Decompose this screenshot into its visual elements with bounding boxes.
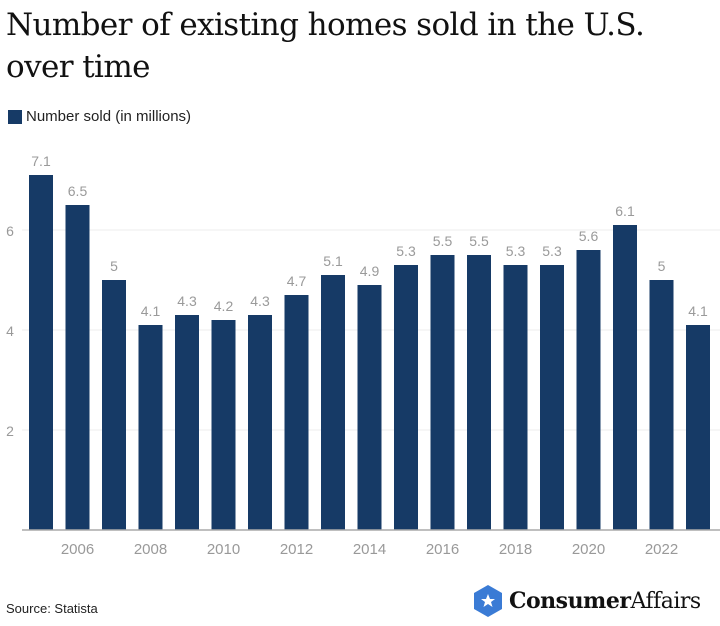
data-label: 5.6 — [579, 228, 599, 244]
bar-2021 — [613, 225, 637, 530]
legend: Number sold (in millions) — [8, 108, 191, 125]
bar-2008 — [138, 325, 163, 530]
data-label: 4.3 — [250, 293, 270, 309]
brand-name: ConsumerAffairs — [509, 588, 701, 614]
x-tick-label: 2016 — [426, 541, 459, 558]
data-label: 4.9 — [360, 263, 380, 279]
bar-2020 — [576, 250, 601, 530]
data-label: 4.3 — [177, 293, 197, 309]
x-tick-label: 2020 — [572, 541, 605, 558]
chart-title: Number of existing homes sold in the U.S… — [6, 7, 645, 85]
bar-2014 — [357, 285, 382, 530]
bar-2005 — [29, 175, 53, 530]
data-label: 7.1 — [31, 153, 51, 169]
x-tick-label: 2014 — [353, 541, 386, 558]
y-tick-label: 4 — [6, 323, 14, 339]
legend-label: Number sold (in millions) — [26, 108, 192, 125]
bar-2022 — [649, 280, 674, 530]
data-label: 4.2 — [214, 298, 234, 314]
bar-2018 — [503, 265, 528, 530]
bar-2006 — [65, 205, 90, 530]
bar-2023 — [686, 325, 710, 530]
x-tick-label: 2012 — [280, 541, 313, 558]
bar-2012 — [284, 295, 309, 530]
bar-2013 — [321, 275, 345, 530]
bar-2009 — [175, 315, 199, 530]
y-tick-label: 2 — [6, 423, 14, 439]
bar-2011 — [248, 315, 272, 530]
data-label: 5 — [110, 258, 118, 274]
data-label: 5.5 — [469, 233, 489, 249]
x-tick-label: 2006 — [61, 541, 94, 558]
bar-chart: 2 4 6 7.1 6.5 2006 5 4.1 2008 4.3 4.2 2010 4.3 4.7 201… — [6, 153, 720, 558]
x-tick-label: 2010 — [207, 541, 240, 558]
shield-star-icon — [474, 585, 502, 617]
x-tick-label: 2018 — [499, 541, 532, 558]
x-tick-label: 2008 — [134, 541, 167, 558]
data-label: 5.3 — [506, 243, 526, 259]
y-tick-label: 6 — [6, 223, 14, 239]
data-label: 4.1 — [688, 303, 708, 319]
bar-2016 — [430, 255, 455, 530]
bar-2007 — [102, 280, 126, 530]
consumeraffairs-logo: ConsumerAffairs — [473, 584, 701, 618]
data-label: 5.5 — [433, 233, 453, 249]
data-label: 6.1 — [615, 203, 635, 219]
data-label: 4.7 — [287, 273, 307, 289]
data-label: 5.1 — [323, 253, 343, 269]
source-note: Source: Statista — [6, 601, 98, 616]
bar-2015 — [394, 265, 418, 530]
data-label: 5.3 — [542, 243, 562, 259]
data-label: 5.3 — [396, 243, 416, 259]
bar-2019 — [540, 265, 564, 530]
data-label: 6.5 — [68, 183, 88, 199]
legend-swatch — [8, 109, 22, 124]
x-tick-label: 2022 — [645, 541, 678, 558]
data-label: 4.1 — [141, 303, 161, 319]
bar-2017 — [467, 255, 491, 530]
data-label: 5 — [658, 258, 666, 274]
bar-2010 — [211, 320, 236, 530]
